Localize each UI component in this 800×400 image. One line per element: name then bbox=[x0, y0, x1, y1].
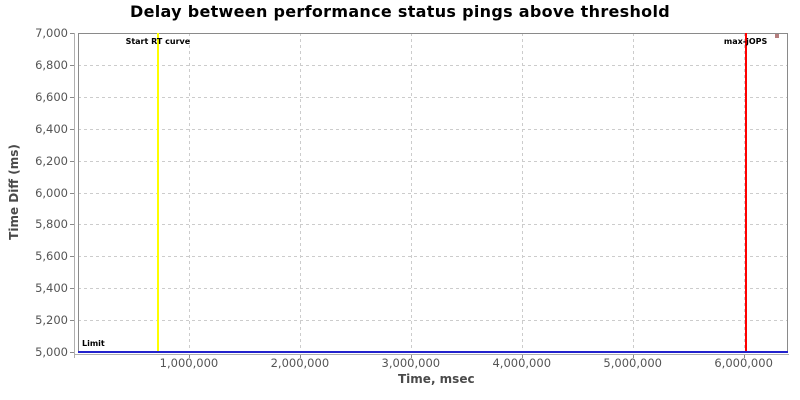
y-gridline bbox=[78, 320, 788, 322]
y-tick-label: 6,600 bbox=[35, 89, 68, 104]
y-tick-label: 6,000 bbox=[35, 185, 68, 200]
limit-line bbox=[78, 351, 788, 353]
y-gridline bbox=[78, 288, 788, 290]
x-gridline bbox=[410, 33, 412, 352]
y-tick-mark bbox=[70, 33, 74, 34]
y-tick-mark bbox=[70, 256, 74, 258]
plot-area bbox=[78, 33, 788, 352]
x-tick-mark bbox=[743, 354, 745, 358]
x-gridline bbox=[188, 33, 190, 352]
x-tick-label: 5,000,000 bbox=[603, 356, 662, 370]
y-tick-label: 5,800 bbox=[35, 217, 68, 232]
x-tick-label: 2,000,000 bbox=[270, 356, 330, 370]
x-tick-mark bbox=[188, 354, 190, 358]
x-tick-mark bbox=[410, 354, 412, 358]
x-tick-label: 1,000,000 bbox=[159, 356, 219, 370]
x-tick-label: 6,000,000 bbox=[714, 356, 773, 370]
marker-line-start-rt-curve bbox=[156, 33, 159, 352]
marker-label: Start RT curve bbox=[125, 37, 191, 46]
y-tick-mark bbox=[70, 128, 74, 130]
y-tick-mark bbox=[70, 160, 74, 162]
y-tick-label: 5,000 bbox=[35, 345, 68, 359]
y-tick-mark bbox=[70, 320, 74, 322]
x-axis-line bbox=[74, 354, 789, 355]
y-tick-label: 5,600 bbox=[35, 249, 68, 264]
x-tick-mark bbox=[521, 354, 523, 358]
chart-title: Delay between performance status pings a… bbox=[129, 2, 671, 21]
y-tick-label: 7,000 bbox=[35, 26, 68, 40]
x-gridline bbox=[521, 33, 523, 352]
y-gridline bbox=[78, 224, 788, 226]
x-gridline bbox=[743, 33, 745, 352]
y-gridline bbox=[78, 64, 788, 66]
x-tick-mark bbox=[632, 354, 634, 358]
x-tick-label: 3,000,000 bbox=[381, 356, 441, 370]
y-gridline bbox=[78, 192, 788, 194]
y-tick-label: 6,800 bbox=[35, 57, 68, 72]
x-tick-mark bbox=[299, 354, 301, 358]
y-tick-mark bbox=[70, 64, 74, 66]
x-axis-title: Time, msec bbox=[398, 372, 475, 386]
marker-label: Limit bbox=[82, 339, 105, 348]
marker-label: max-jOPS bbox=[723, 37, 768, 46]
y-axis-line bbox=[74, 33, 75, 358]
y-tick-label: 6,400 bbox=[35, 121, 68, 136]
y-tick-label: 5,400 bbox=[35, 281, 68, 296]
x-tick-label: 4,000,000 bbox=[492, 356, 552, 370]
x-gridline bbox=[299, 33, 301, 352]
y-gridline bbox=[78, 128, 788, 130]
y-tick-mark bbox=[70, 96, 74, 98]
y-gridline bbox=[78, 96, 788, 98]
y-tick-mark bbox=[70, 224, 74, 226]
y-tick-mark bbox=[70, 288, 74, 290]
data-point-marker bbox=[774, 34, 779, 39]
y-gridline bbox=[78, 256, 788, 258]
y-tick-label: 5,200 bbox=[35, 313, 68, 328]
x-gridline bbox=[632, 33, 634, 352]
y-gridline bbox=[78, 160, 788, 162]
marker-line-max-jops bbox=[744, 33, 747, 352]
y-tick-mark bbox=[70, 352, 74, 353]
y-tick-label: 6,200 bbox=[35, 153, 68, 168]
y-tick-mark bbox=[70, 192, 74, 194]
